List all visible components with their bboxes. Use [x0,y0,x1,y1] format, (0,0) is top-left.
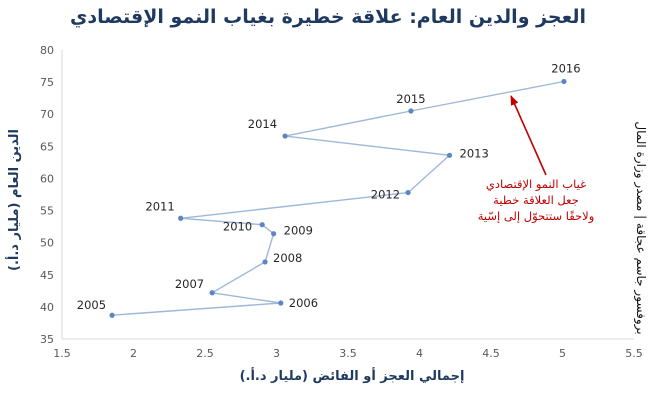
annotation-line: غياب النمو الإقتصادي [486,177,586,192]
point-label-2006: 2006 [289,296,318,310]
point-label-2008: 2008 [273,251,302,265]
point-label-2014: 2014 [248,117,277,131]
data-point-2015 [408,108,414,114]
point-label-2007: 2007 [175,277,204,291]
annotation-line: ولاحقًا ستتحوّل إلى إسّية [478,209,595,224]
annotation-line: جعل العلاقة خطية [493,193,579,207]
data-point-2016 [561,78,567,85]
point-label-2012: 2012 [371,188,400,202]
data-point-2008 [262,259,268,265]
x-tick-label: 3 [273,347,280,360]
x-tick-label: 2.5 [196,347,214,360]
x-tick-label: 4.5 [482,347,500,360]
data-point-2013 [446,152,453,158]
y-tick-label: 75 [40,76,54,89]
y-tick-label: 45 [40,269,54,282]
point-labels: 2005 2006 2007 2008 2009 2010 2011 2012 2013 2014… [77,61,581,312]
x-tick-label: 2 [130,347,137,360]
data-point-2007 [209,290,215,296]
annotation-arrow [510,95,547,176]
y-tick-label: 50 [40,237,54,250]
x-tick-label: 1.5 [53,347,71,360]
series-line [112,80,565,316]
x-tick-labels: 1.5 2 2.5 3 3.5 4 4.5 5 5.5 [53,347,643,360]
y-tick-label: 35 [40,333,54,346]
x-tick-label: 3.5 [339,347,357,360]
data-point-2009 [271,231,277,237]
y-tick-label: 55 [40,205,54,218]
y-tick-label: 80 [40,44,54,57]
chart-title: العجز والدين العام: علاقة خطيرة بغياب ال… [69,6,586,28]
point-label-2009: 2009 [284,224,313,238]
x-tick-label: 5.5 [625,347,643,360]
data-point-2005 [109,312,115,318]
series-markers [109,78,567,318]
y-tick-labels: 35 40 45 50 55 60 65 70 75 80 [40,44,54,346]
x-tick-label: 4 [416,347,423,360]
y-axis-title: الدين العام (مليار د.أ.) [5,129,22,271]
point-label-2016: 2016 [551,61,580,75]
y-tick-label: 70 [40,108,54,121]
point-label-2010: 2010 [223,220,252,234]
point-label-2005: 2005 [77,298,106,312]
data-point-2006 [278,300,284,306]
point-label-2011: 2011 [145,199,174,213]
x-axis-title: إجمالي العجز أو الفائض (مليار د.أ.) [240,367,465,384]
data-point-2011 [178,215,184,221]
y-tick-label: 40 [40,301,54,314]
point-label-2013: 2013 [460,146,489,160]
y-tick-label: 60 [40,172,54,185]
point-label-2015: 2015 [396,92,425,106]
data-point-2014 [282,133,288,139]
y-tick-label: 65 [40,140,54,153]
x-tick-label: 5 [559,347,566,360]
data-point-2010 [259,222,265,228]
data-point-2012 [405,189,411,196]
